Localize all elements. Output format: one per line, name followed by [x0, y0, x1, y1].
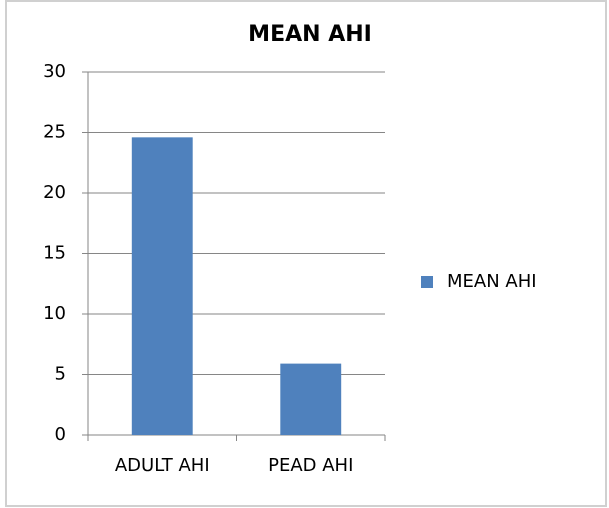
- chart-title: MEAN AHI: [248, 22, 372, 47]
- y-tick-label: 30: [43, 61, 66, 82]
- x-tick-label: ADULT AHI: [115, 455, 210, 476]
- bar: [280, 363, 342, 435]
- legend-swatch: [421, 276, 433, 288]
- y-tick-label: 5: [55, 364, 66, 385]
- y-tick-label: 15: [43, 243, 66, 264]
- y-tick-label: 20: [43, 182, 66, 203]
- legend-label: MEAN AHI: [447, 271, 537, 292]
- y-tick-label: 0: [55, 424, 66, 445]
- bar: [131, 137, 193, 435]
- y-tick-label: 25: [43, 122, 66, 143]
- y-tick-label: 10: [43, 303, 66, 324]
- x-tick-label: PEAD AHI: [268, 455, 353, 476]
